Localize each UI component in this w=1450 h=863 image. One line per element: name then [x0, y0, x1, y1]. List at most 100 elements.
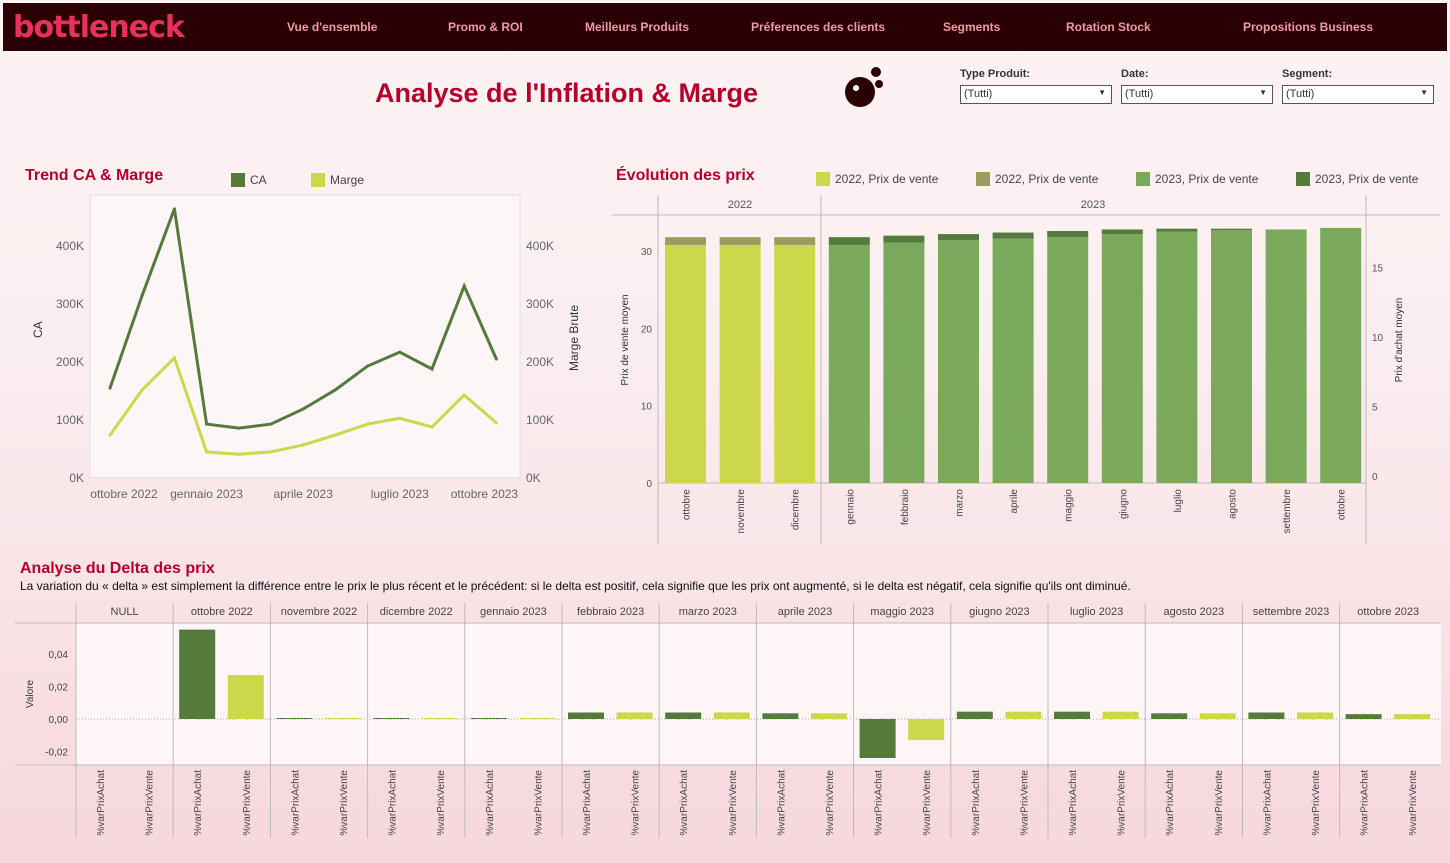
- nav-promo-roi[interactable]: Promo & ROI: [448, 20, 523, 34]
- chevron-down-icon: ▼: [1098, 88, 1106, 97]
- legend-item[interactable]: 2023, Prix de vente: [1296, 172, 1418, 186]
- nav-meilleurs-produits[interactable]: Meilleurs Produits: [585, 20, 690, 34]
- legend-label: Marge: [330, 173, 365, 187]
- bar-prix-achat: [1156, 228, 1198, 232]
- x-tick-label: %varPrixAchat: [290, 770, 301, 836]
- nav-rotation-stock[interactable]: Rotation Stock: [1066, 20, 1151, 34]
- x-tick-label: %varPrixVente: [631, 770, 642, 836]
- data-point: [430, 425, 434, 429]
- y-right-axis-label: Prix d'achat moyen: [1394, 298, 1405, 383]
- x-tick-label: %varPrixAchat: [582, 770, 593, 836]
- x-tick-label: giugno: [1118, 489, 1129, 519]
- y-tick-label: 0,00: [49, 715, 69, 726]
- bar-prix-achat: [1047, 231, 1089, 238]
- bar-prix-achat: [992, 232, 1034, 239]
- y-tick-label: 400K: [56, 239, 84, 253]
- legend-item[interactable]: 2022, Prix de vente: [816, 172, 938, 186]
- column-header: ottobre 2022: [191, 606, 253, 618]
- y-right-tick-label: 100K: [526, 413, 554, 427]
- data-point: [398, 350, 402, 354]
- y-tick-label: 0,04: [49, 650, 69, 661]
- delta-bar: [276, 718, 313, 719]
- legend-label: 2022, Prix de vente: [995, 172, 1099, 186]
- delta-bar: [227, 675, 264, 719]
- data-point: [269, 450, 273, 454]
- x-tick-label: %varPrixVente: [1311, 770, 1322, 836]
- delta-bar: [762, 713, 799, 719]
- delta-bar: [1005, 711, 1042, 719]
- plot-area: [89, 194, 521, 479]
- bar-prix-achat: [719, 237, 761, 245]
- x-tick-label: agosto: [1228, 489, 1239, 519]
- x-tick-label: novembre: [736, 489, 747, 534]
- delta-bar: [859, 719, 896, 758]
- type-produit-dropdown[interactable]: (Tutti) ▼: [960, 85, 1112, 104]
- nav-preferences-clients[interactable]: Préferences des clients: [751, 20, 886, 34]
- delta-bar: [568, 712, 604, 719]
- x-tick-label: %varPrixAchat: [193, 770, 204, 836]
- delta-bar: [422, 718, 459, 719]
- trend-chart: 0K 0K 100K 100K 200K 200K 300K 300K 400K 400K CA Ma…: [31, 194, 581, 501]
- bar-prix-achat: [938, 234, 979, 241]
- date-dropdown[interactable]: (Tutti) ▼: [1121, 85, 1273, 104]
- x-tick-label: %varPrixAchat: [96, 770, 107, 836]
- data-point: [333, 433, 337, 437]
- bar-prix-achat: [883, 235, 925, 243]
- data-point: [108, 386, 112, 390]
- legend-swatch: [311, 173, 325, 187]
- data-point: [140, 293, 144, 297]
- x-tick-label: %varPrixAchat: [388, 770, 399, 836]
- legend-ca[interactable]: CA: [231, 173, 267, 187]
- evolution-chart: 2022 2023 0 10 20 30 0 5 10 15 Prix de vente moyen…: [612, 195, 1440, 545]
- segment-dropdown[interactable]: (Tutti) ▼: [1282, 85, 1434, 104]
- data-point: [108, 433, 112, 437]
- column-header: settembre 2023: [1253, 606, 1329, 618]
- data-point: [430, 367, 434, 371]
- x-tick-label: %varPrixVente: [1408, 770, 1419, 836]
- bubble-logo-icon: [845, 67, 883, 107]
- x-tick-label: ottobre 2022: [90, 487, 158, 501]
- x-tick-label: marzo: [955, 489, 966, 517]
- x-tick-label: febbraio: [900, 489, 911, 526]
- delta-bar: [616, 712, 653, 719]
- delta-bar: [1394, 714, 1431, 719]
- x-tick-label: luglio: [1173, 489, 1184, 513]
- nav-segments[interactable]: Segments: [943, 20, 1001, 34]
- x-tick-label: ottobre: [1337, 489, 1348, 521]
- data-point: [205, 422, 209, 426]
- delta-bar: [908, 719, 945, 741]
- bar-prix-vente: [992, 238, 1034, 483]
- bar-prix-vente: [1265, 229, 1307, 483]
- column-header: gennaio 2023: [480, 606, 547, 618]
- group-label: 2022: [728, 199, 752, 211]
- x-tick-label: %varPrixVente: [728, 770, 739, 836]
- plot-area: [76, 623, 1441, 765]
- delta-description: La variation du « delta » est simplement…: [20, 579, 1131, 593]
- trend-title: Trend CA & Marge: [25, 167, 164, 184]
- legend-marge[interactable]: Marge: [311, 173, 364, 187]
- x-tick-label: %varPrixAchat: [679, 770, 690, 836]
- legend-swatch: [1296, 172, 1310, 186]
- x-tick-label: ottobre 2023: [451, 487, 519, 501]
- filter-label: Type Produit:: [960, 68, 1031, 80]
- nav-propositions-business[interactable]: Propositions Business: [1243, 20, 1374, 34]
- legend-item[interactable]: 2022, Prix de vente: [976, 172, 1098, 186]
- x-tick-label: %varPrixVente: [825, 770, 836, 836]
- bar-prix-vente: [774, 244, 816, 483]
- y-tick-label: -0,02: [45, 748, 68, 759]
- brand-logo[interactable]: bottleneck: [13, 9, 185, 45]
- filter-label: Date:: [1121, 68, 1149, 80]
- x-tick-label: %varPrixVente: [533, 770, 544, 836]
- x-tick-label: gennaio: [845, 489, 856, 525]
- column-header: marzo 2023: [679, 606, 737, 618]
- y-tick-label: 20: [641, 324, 653, 335]
- data-point: [333, 388, 337, 392]
- x-tick-label: %varPrixVente: [145, 770, 156, 836]
- bar-prix-achat: [1101, 229, 1143, 235]
- x-tick-label: %varPrixVente: [436, 770, 447, 836]
- legend-item[interactable]: 2023, Prix de vente: [1136, 172, 1258, 186]
- nav-vue-ensemble[interactable]: Vue d'ensemble: [287, 20, 378, 34]
- bar-prix-achat: [665, 237, 706, 245]
- y-axis-label: CA: [31, 321, 45, 338]
- bar-prix-vente: [719, 244, 761, 483]
